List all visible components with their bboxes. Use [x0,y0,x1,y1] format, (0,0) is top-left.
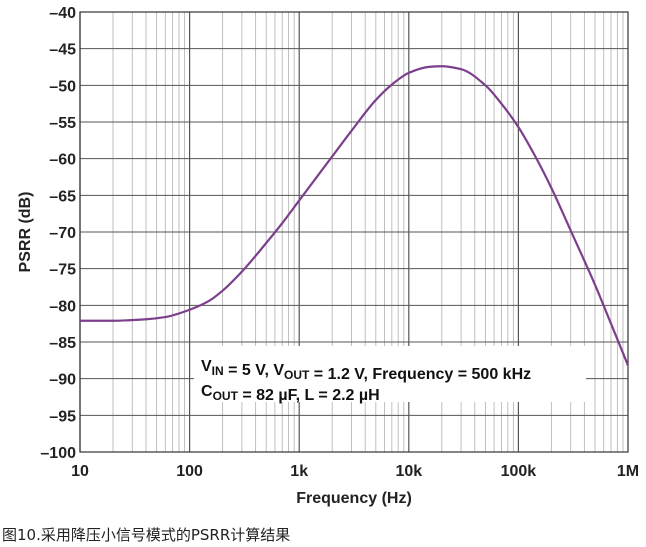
annotation-line-2: COUT = 82 µF, L = 2.2 µH [201,383,380,404]
psrr-series-line-0 [79,65,630,366]
y-tick-label: –100 [40,445,76,462]
figure-caption: 图10.采用降压小信号模式的PSRR计算结果 [2,526,291,544]
y-tick-label: –80 [49,298,76,315]
series-layer [79,65,630,366]
y-tick-label: –60 [49,152,76,169]
y-tick-label: –40 [49,5,76,22]
y-tick-label: –55 [49,115,76,132]
annotation-background [194,346,586,402]
annotation-line-1: VIN = 5 V, VOUT = 1.2 V, Frequency = 500… [201,358,531,383]
x-tick-label: 1M [617,463,639,480]
y-tick-label: –90 [49,372,76,389]
y-tick-label: –95 [49,408,76,425]
y-tick-label: –45 [49,42,76,59]
y-tick-label: –70 [49,225,76,242]
x-tick-label: 100k [501,463,537,480]
y-tick-label: –50 [49,78,76,95]
x-tick-label: 1k [290,463,308,480]
tick-labels: 10 100 1k 10k 100k 1M –40 –45 –50 –55 –60 –65 –70 –75… [40,5,639,480]
y-axis-label: PSRR (dB) [17,192,34,273]
annotation-box: VIN = 5 V, VOUT = 1.2 V, Frequency = 500… [194,346,586,404]
x-tick-label: 10k [395,463,422,480]
x-tick-label: 10 [71,463,89,480]
y-tick-label: –75 [49,262,76,279]
psrr-chart: 10 100 1k 10k 100k 1M –40 –45 –50 –55 –60 –65 –70 –75… [17,5,639,507]
x-tick-label: 100 [176,463,203,480]
y-tick-label: –85 [49,335,76,352]
x-axis-label: Frequency (Hz) [296,490,412,507]
y-tick-label: –65 [49,188,76,205]
plot-frame [79,11,629,453]
